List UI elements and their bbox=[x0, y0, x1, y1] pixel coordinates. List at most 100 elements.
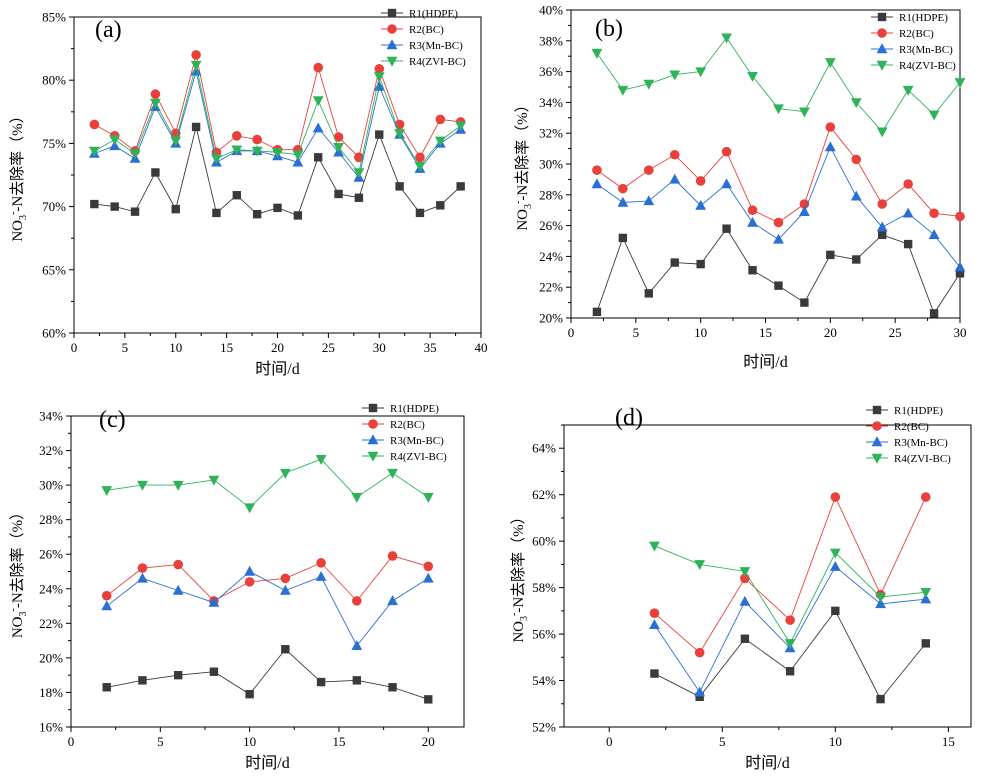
legend-marker bbox=[386, 56, 398, 67]
data-point bbox=[315, 570, 327, 581]
data-point bbox=[695, 199, 707, 210]
y-tick-label: 80% bbox=[42, 73, 66, 88]
data-point bbox=[252, 209, 262, 219]
y-axis-label: NO3--N去除率（%） bbox=[8, 108, 29, 241]
x-tick-label: 10 bbox=[694, 325, 707, 340]
series-line bbox=[94, 126, 461, 217]
data-point bbox=[173, 670, 183, 680]
panel-label: (c) bbox=[99, 407, 126, 433]
data-point bbox=[150, 98, 161, 109]
series-r1-hdpe- bbox=[592, 224, 965, 318]
data-point bbox=[173, 559, 183, 570]
data-point bbox=[333, 132, 344, 142]
data-point bbox=[773, 104, 784, 115]
data-point bbox=[721, 178, 732, 189]
data-point bbox=[436, 201, 445, 210]
data-point bbox=[314, 153, 323, 162]
data-point bbox=[747, 205, 758, 215]
data-point bbox=[618, 183, 628, 194]
series-line bbox=[94, 71, 461, 179]
data-point bbox=[591, 178, 603, 189]
data-point bbox=[591, 48, 603, 59]
data-point bbox=[212, 208, 221, 218]
data-point bbox=[773, 217, 784, 228]
legend-marker bbox=[871, 436, 883, 447]
data-point bbox=[435, 114, 446, 125]
data-point bbox=[211, 154, 222, 165]
data-point bbox=[292, 156, 304, 167]
data-point bbox=[649, 619, 660, 629]
data-point bbox=[312, 96, 324, 107]
data-point bbox=[649, 608, 660, 618]
data-point bbox=[617, 196, 629, 207]
legend-marker bbox=[387, 8, 397, 18]
series-r4-zvi-bc- bbox=[101, 454, 434, 514]
x-tick-label: 20 bbox=[422, 734, 435, 749]
x-tick-label: 5 bbox=[633, 325, 640, 340]
data-point bbox=[315, 454, 327, 465]
data-point bbox=[694, 560, 706, 571]
data-point bbox=[351, 640, 363, 650]
data-point bbox=[877, 199, 887, 209]
y-tick-label: 62% bbox=[532, 487, 556, 502]
data-point bbox=[694, 686, 706, 697]
data-point bbox=[851, 154, 862, 165]
data-point bbox=[903, 179, 913, 189]
data-point bbox=[424, 695, 433, 704]
data-point bbox=[150, 89, 161, 99]
legend-marker bbox=[871, 453, 883, 464]
data-point bbox=[373, 72, 385, 83]
x-tick-label: 0 bbox=[606, 734, 613, 749]
x-axis-label: 时间/d bbox=[255, 360, 299, 378]
data-point bbox=[191, 50, 201, 60]
series-r3-mn-bc- bbox=[649, 561, 932, 697]
data-point bbox=[773, 233, 784, 244]
series-r3-mn-bc- bbox=[88, 65, 467, 182]
series-r4-zvi-bc- bbox=[649, 541, 932, 650]
data-point bbox=[102, 683, 111, 692]
data-point bbox=[740, 634, 750, 643]
legend-marker bbox=[876, 43, 888, 54]
data-point bbox=[955, 269, 965, 278]
legend: R1(HDPE) R2(BC) R3(Mn-BC) R4(ZVI-BC) bbox=[866, 405, 951, 465]
legend-label: R1(HDPE) bbox=[390, 403, 439, 415]
data-point bbox=[644, 289, 653, 298]
data-point bbox=[252, 134, 262, 145]
x-tick-label: 20 bbox=[271, 340, 284, 355]
legend-marker bbox=[877, 12, 887, 22]
data-point bbox=[415, 208, 425, 218]
legend-marker bbox=[872, 421, 882, 431]
data-point bbox=[312, 122, 324, 133]
data-point bbox=[455, 121, 467, 132]
data-point bbox=[618, 233, 628, 243]
y-tick-label: 28% bbox=[39, 512, 63, 527]
series-line bbox=[596, 145, 961, 268]
data-point bbox=[171, 204, 180, 214]
x-tick-label: 30 bbox=[373, 340, 386, 355]
x-tick-label: 5 bbox=[719, 734, 726, 749]
series-line bbox=[596, 126, 961, 224]
x-tick-label: 15 bbox=[220, 340, 233, 355]
x-tick-label: 15 bbox=[759, 325, 772, 340]
data-point bbox=[101, 600, 113, 611]
legend-marker bbox=[367, 451, 379, 462]
y-tick-label: 36% bbox=[539, 64, 563, 79]
data-point bbox=[669, 70, 681, 81]
data-point bbox=[920, 593, 932, 604]
chart-panel-c: 0 5 10 15 20 16% 18% 20% 22% 24% 26% 28% 30% 32% 34% 时间… bbox=[8, 403, 465, 772]
data-point bbox=[774, 281, 783, 290]
data-point bbox=[800, 298, 809, 307]
data-point bbox=[876, 694, 885, 704]
x-tick-label: 10 bbox=[829, 734, 842, 749]
y-tick-label: 64% bbox=[532, 441, 556, 456]
legend-marker bbox=[368, 419, 378, 429]
data-point bbox=[784, 639, 796, 650]
x-tick-label: 25 bbox=[322, 340, 335, 355]
data-point bbox=[89, 119, 100, 130]
data-point bbox=[722, 224, 731, 233]
data-point bbox=[423, 561, 434, 572]
x-tick-label: 10 bbox=[243, 734, 256, 749]
series-r4-zvi-bc- bbox=[591, 33, 966, 138]
legend-label: R4(ZVI-BC) bbox=[390, 451, 447, 463]
